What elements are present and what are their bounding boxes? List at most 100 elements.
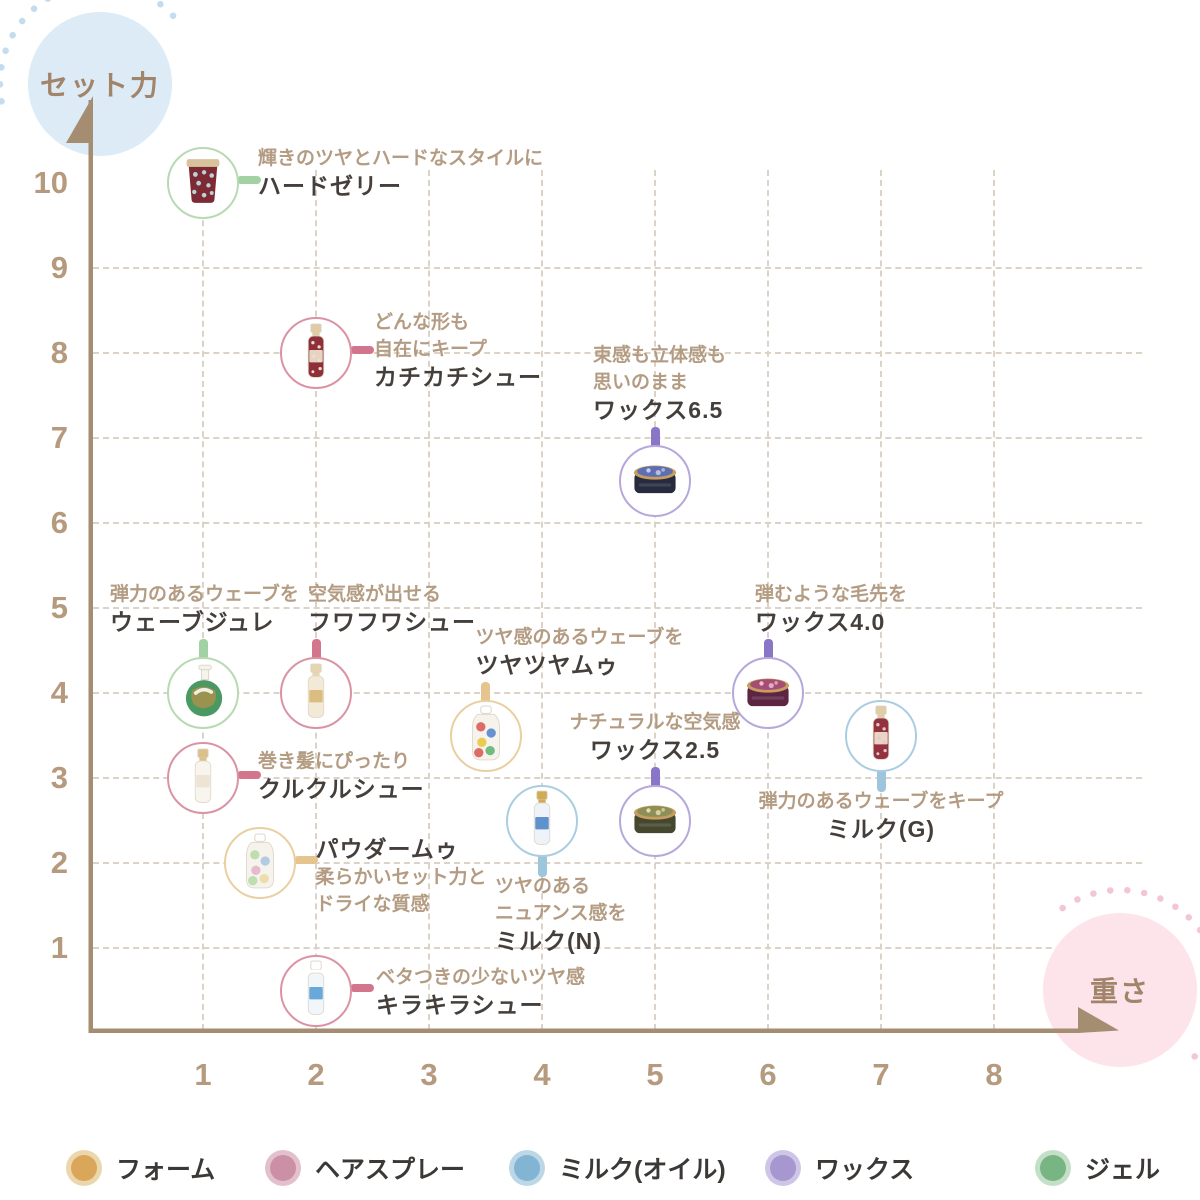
- product-tagline: ベタつきの少ないツヤ感: [376, 966, 586, 988]
- product-tagline: ニュアンス感を: [495, 902, 627, 924]
- product-image-icon: [742, 671, 794, 716]
- legend-label-spray: ヘアスプレー: [315, 1156, 466, 1184]
- legend-dot-wax: [770, 1155, 796, 1181]
- product-marker: [167, 147, 239, 219]
- gridline-x-4: [541, 170, 543, 1030]
- product-label: 巻き髪にぴったりクルクルシュー: [258, 748, 425, 804]
- product-image-icon: [298, 662, 334, 725]
- x-tick-5: 5: [646, 1057, 664, 1092]
- product-marker: [449, 699, 522, 772]
- product-name: カチカチシュー: [374, 364, 542, 390]
- product-tagline: 思いのまま: [593, 371, 689, 393]
- y-tick-8: 8: [50, 335, 68, 370]
- product-tagline: 巻き髪にぴったり: [258, 751, 411, 772]
- legend-dot-foam: [71, 1155, 97, 1181]
- product-image-icon: [629, 458, 681, 503]
- product-image-icon: [298, 959, 334, 1022]
- x-tick-3: 3: [420, 1057, 438, 1092]
- label-connector: [311, 639, 321, 667]
- y-tick-7: 7: [50, 420, 68, 455]
- product-tagline: ツヤのある: [495, 875, 591, 897]
- product-label: どんな形も自在にキープカチカチシュー: [374, 309, 542, 392]
- product-name: ウェーブジュレ: [110, 609, 275, 635]
- legend-dot-gel: [1040, 1155, 1066, 1181]
- product-tagline: ナチュラルな空気感: [569, 711, 741, 733]
- product-marker: [732, 657, 804, 729]
- product-name: フワフワシュー: [308, 609, 476, 635]
- gridline-x-3: [428, 170, 430, 1030]
- y-tick-5: 5: [50, 590, 68, 625]
- product-marker: [619, 784, 691, 857]
- legend-label-wax: ワックス: [815, 1156, 915, 1184]
- legend-item-milk: ミルク(オイル): [509, 1150, 726, 1186]
- product-marker: [167, 742, 239, 814]
- label-connector: [293, 856, 318, 864]
- product-name: クルクルシュー: [258, 776, 425, 802]
- label-connector: [650, 426, 660, 455]
- product-name: ミルク(N): [495, 927, 602, 954]
- product-marker: [280, 954, 352, 1027]
- product-marker: [280, 657, 352, 729]
- product-name: ツヤツヤムゥ: [475, 651, 619, 678]
- product-name: ワックス4.0: [755, 609, 886, 635]
- product-label: 弾力のあるウェーブをキープ ミルク(G): [759, 788, 1004, 844]
- product-image-icon: [629, 798, 681, 843]
- product-name: ワックス6.5: [593, 396, 724, 423]
- y-tick-6: 6: [50, 505, 68, 540]
- product-label: 空気感が出せる フワフワシュー: [308, 581, 476, 637]
- label-connector: [537, 848, 547, 877]
- legend-dot-spray: [270, 1155, 296, 1181]
- label-connector: [350, 346, 374, 354]
- product-tagline: 弾むような毛先を: [755, 584, 908, 605]
- product-marker: [845, 699, 917, 772]
- label-connector: [763, 639, 773, 667]
- gridline-x-5: [654, 170, 656, 1030]
- gridline-x-7: [880, 170, 882, 1030]
- label-connector: [237, 771, 261, 779]
- product-marker: [506, 784, 578, 857]
- legend-label-milk: ミルク(オイル): [559, 1156, 726, 1184]
- product-label: ナチュラルな空気感 ワックス2.5: [569, 709, 740, 765]
- x-tick-1: 1: [194, 1057, 212, 1092]
- product-tagline: ツヤ感のあるウェーブを: [475, 626, 684, 648]
- legend-item-foam: フォーム: [66, 1150, 215, 1186]
- product-tagline: ドライな質感: [315, 894, 430, 915]
- y-tick-4: 4: [50, 675, 68, 710]
- gridline-x-2: [315, 170, 317, 1030]
- label-connector: [481, 681, 490, 710]
- product-label: パウダームゥ 柔らかいセット力と ドライな質感: [316, 835, 487, 918]
- product-label: 弾力のあるウェーブを ウェーブジュレ: [110, 581, 299, 637]
- gridline-y-7: [93, 437, 1142, 439]
- x-tick-2: 2: [307, 1057, 325, 1092]
- product-marker: [280, 317, 352, 389]
- product-image-icon: [180, 662, 226, 725]
- product-label: 束感も立体感も 思いのまま ワックス6.5: [593, 342, 726, 425]
- product-image-icon: [863, 704, 899, 767]
- y-tick-3: 3: [50, 760, 68, 795]
- x-tick-6: 6: [759, 1057, 777, 1092]
- product-tagline: 輝きのツヤとハードなスタイルに: [258, 148, 544, 169]
- x-tick-7: 7: [872, 1057, 890, 1092]
- product-tagline: 自在にキープ: [374, 339, 487, 360]
- product-image-icon: [181, 157, 225, 210]
- product-tagline: どんな形も: [374, 312, 470, 333]
- label-connector: [350, 983, 374, 992]
- legend-item-spray: ヘアスプレー: [265, 1150, 465, 1186]
- x-tick-8: 8: [985, 1057, 1003, 1092]
- x-tick-4: 4: [533, 1057, 551, 1092]
- product-marker: [167, 657, 239, 729]
- product-name: ミルク(G): [826, 815, 936, 842]
- label-connector: [198, 639, 208, 667]
- legend-label-foam: フォーム: [116, 1156, 216, 1184]
- product-label: ツヤのあるニュアンス感をミルク(N): [495, 873, 626, 956]
- product-name: ハードゼリー: [258, 173, 402, 199]
- y-tick-10: 10: [33, 165, 68, 200]
- label-connector: [237, 176, 261, 184]
- product-image-icon: [464, 704, 508, 767]
- gridline-x-8: [993, 170, 995, 1030]
- product-image-icon: [298, 322, 334, 385]
- product-label: 弾むような毛先をワックス4.0: [755, 581, 907, 637]
